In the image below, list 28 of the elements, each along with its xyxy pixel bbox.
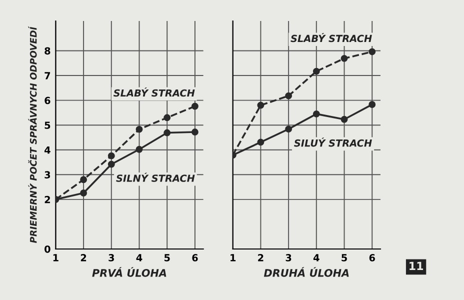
x-tick-label: 2 — [258, 254, 264, 262]
y-tick-label: 8 — [44, 47, 50, 55]
y-tick-label: 7 — [44, 72, 50, 80]
x-tick-label: 6 — [369, 254, 375, 262]
x-tick-label: 4 — [313, 254, 320, 262]
x-tick-label: 5 — [342, 254, 347, 262]
series-label: SILUÝ STRACH — [294, 138, 372, 147]
x-tick-label: 2 — [80, 254, 86, 262]
y-tick-label: 4 — [44, 146, 50, 154]
x-tick-label: 3 — [286, 254, 292, 262]
y-tick-label: 0 — [44, 245, 50, 253]
series-label: SLABÝ STRACH — [113, 88, 195, 97]
series-label: SILNÝ STRACH — [116, 172, 195, 182]
x-tick-label: 3 — [108, 254, 114, 262]
text: 11 — [410, 262, 424, 270]
x-tick-label: 1 — [53, 254, 58, 262]
x-tick-label: 4 — [136, 254, 142, 262]
x-axis-title: DRUHÁ ÚLOHA — [264, 267, 349, 277]
x-axis-title: PRVÁ ÚLOHA — [92, 267, 166, 277]
y-tick-label: 5 — [44, 122, 50, 129]
series-label: SLABÝ STRACH — [290, 33, 372, 42]
y-tick-label: 3 — [44, 171, 50, 178]
y-axis-title: PRIEMERNÝ POČET SPRÁVNYCH ODPOVEDÍ — [28, 26, 37, 244]
x-tick-label: 1 — [230, 254, 236, 262]
x-tick-label: 6 — [192, 254, 198, 262]
x-tick-label: 5 — [164, 254, 170, 262]
y-tick-label: 2 — [44, 196, 50, 204]
y-tick-label: 6 — [44, 96, 50, 104]
